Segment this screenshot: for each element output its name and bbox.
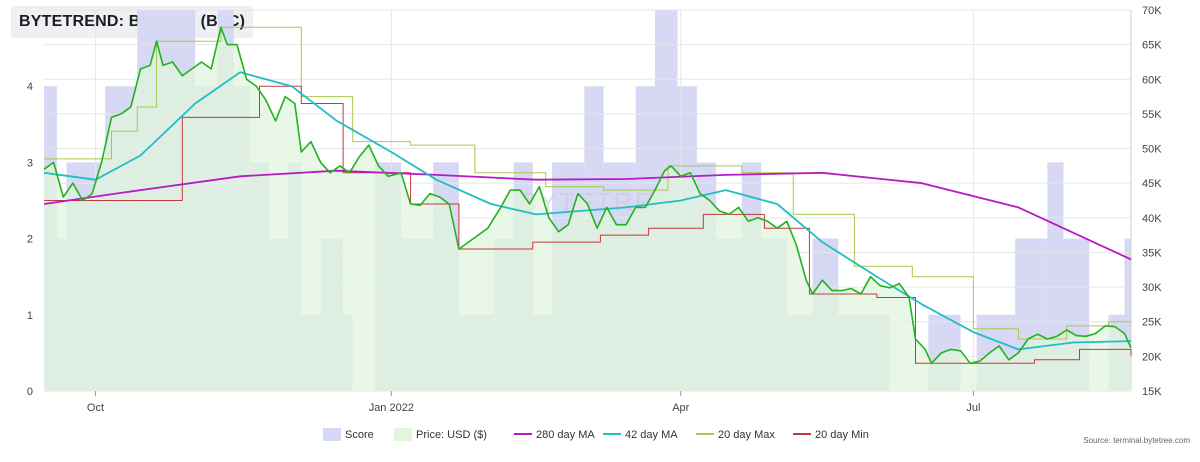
y-right-tick-label: 40K xyxy=(1142,213,1162,225)
series-lines xyxy=(43,26,1132,365)
legend-swatch-price xyxy=(394,428,412,441)
source-note: Source: terminal.bytetree.com xyxy=(1083,436,1190,445)
x-tick-label: Jul xyxy=(966,402,980,414)
y-right-tick-label: 70K xyxy=(1142,5,1162,17)
y-right-tick-label: 20K xyxy=(1142,351,1162,363)
y-left-tick-label: 1 xyxy=(27,310,33,322)
price-area xyxy=(44,27,1131,392)
legend-swatch-score xyxy=(323,428,341,441)
y-right-tick-label: 30K xyxy=(1142,282,1162,294)
y-right-tick-label: 45K xyxy=(1142,178,1162,190)
y-left-tick-label: 3 xyxy=(27,157,33,169)
legend-label-score: Score xyxy=(345,429,374,441)
y-right-tick-label: 65K xyxy=(1142,40,1162,52)
price-line xyxy=(43,26,1132,365)
score-bar xyxy=(1124,238,1131,391)
y-right-tick-label: 15K xyxy=(1142,386,1162,398)
legend-label-min20: 20 day Min xyxy=(815,429,869,441)
y-right-tick-label: 25K xyxy=(1142,317,1162,329)
x-tick-label: Jan 2022 xyxy=(369,402,414,414)
y-right-tick-label: 60K xyxy=(1142,74,1162,86)
x-tick-label: Oct xyxy=(87,402,104,414)
ma280-line xyxy=(43,169,1132,261)
legend-label-max20: 20 day Max xyxy=(718,429,775,441)
y-right-tick-label: 50K xyxy=(1142,144,1162,156)
legend-label-ma42: 42 day MA xyxy=(625,429,678,441)
axes: 0 1 2 3 4 15K 20K 25K 30K 35K 40K 45K 50K 55K 60K 65K 70… xyxy=(27,5,1162,414)
y-left-tick-label: 0 xyxy=(27,386,33,398)
y-right-tick-label: 55K xyxy=(1142,109,1162,121)
y-left-tick-label: 2 xyxy=(27,234,33,246)
y-right-tick-label: 35K xyxy=(1142,247,1162,259)
x-tick-label: Apr xyxy=(672,402,689,414)
ma42-line xyxy=(43,71,1132,351)
legend-label-ma280: 280 day MA xyxy=(536,429,595,441)
legend: Score Price: USD ($) 280 day MA 42 day MA 20… xyxy=(323,428,869,441)
y-left-tick-label: 4 xyxy=(27,81,33,93)
legend-label-price: Price: USD ($) xyxy=(416,429,487,441)
price-area-fill xyxy=(44,27,1131,392)
max20-line xyxy=(44,26,1131,340)
